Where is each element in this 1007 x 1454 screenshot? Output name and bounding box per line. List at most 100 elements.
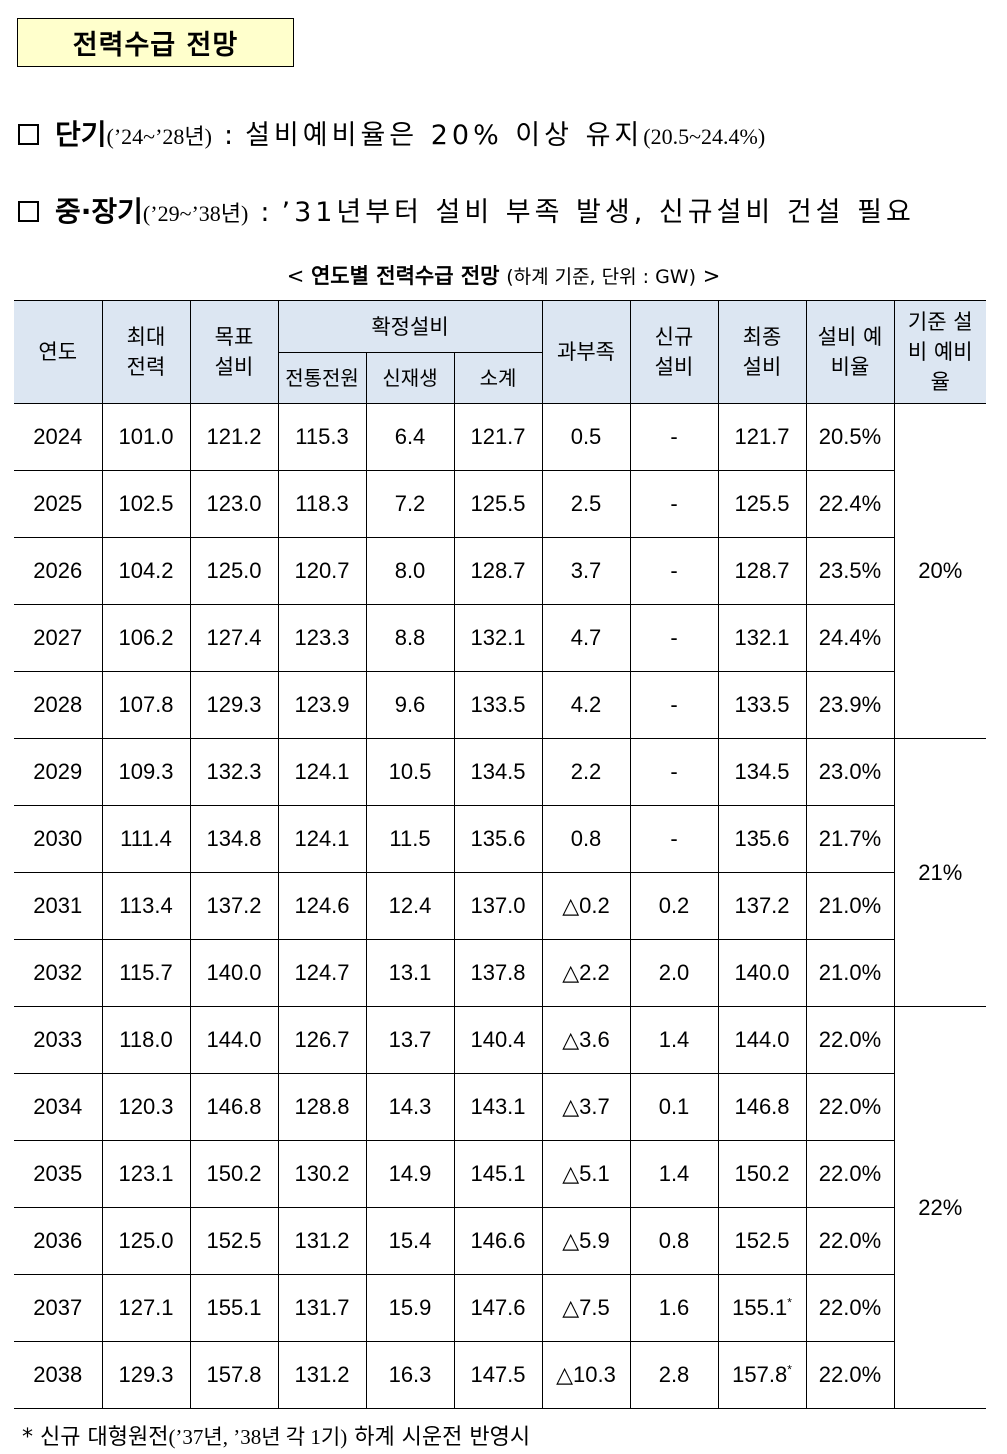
header-target-label: 목표 설비: [214, 325, 254, 379]
cell-reserve: 21.0%: [805, 872, 894, 940]
cell-target: 132.3: [189, 738, 279, 806]
cell-subtotal: 132.1: [453, 604, 543, 672]
cell-final-value: 121.7: [734, 424, 790, 449]
table-row: 2036 125.0 152.5 131.2 15.4 146.6 △5.9 0.8 152.5…: [14, 1207, 986, 1275]
cell-subtotal-value: 121.7: [470, 424, 526, 449]
cell-final-value: 128.7: [734, 558, 790, 583]
cell-year-value: 2035: [33, 1161, 83, 1186]
cell-year: 2025: [14, 470, 103, 538]
cell-renewable-value: 13.7: [388, 1027, 432, 1052]
cell-peak-value: 107.8: [118, 692, 174, 717]
cell-reserve-value: 22.4%: [818, 491, 882, 516]
cell-surplus: △10.3: [541, 1341, 631, 1409]
cell-renewable-value: 9.6: [394, 692, 426, 717]
cell-renewable: 7.2: [365, 470, 455, 538]
cell-final-value: 137.2: [734, 893, 790, 918]
cell-peak-value: 120.3: [118, 1094, 174, 1119]
cell-conventional-value: 124.1: [294, 826, 350, 851]
cell-surplus: △3.7: [541, 1073, 631, 1141]
cell-peak: 107.8: [101, 671, 191, 739]
cell-final: 121.7: [717, 403, 807, 471]
cell-reserve-value: 22.0%: [818, 1228, 882, 1253]
cell-year: 2029: [14, 738, 103, 806]
cell-subtotal-value: 145.1: [470, 1161, 526, 1186]
cell-standard-reserve: 20%: [893, 403, 986, 739]
cell-renewable: 10.5: [365, 738, 455, 806]
cell-year-value: 2026: [33, 558, 83, 583]
cell-new-value: -: [670, 826, 678, 851]
cell-conventional: 115.3: [277, 403, 367, 471]
cell-reserve: 23.5%: [805, 537, 894, 605]
cell-target-value: 146.8: [206, 1094, 262, 1119]
cell-year: 2024: [14, 403, 103, 471]
cell-final: 140.0: [717, 939, 807, 1007]
cell-peak-value: 125.0: [118, 1228, 174, 1253]
cell-peak: 129.3: [101, 1341, 191, 1409]
cell-subtotal: 147.5: [453, 1341, 543, 1409]
cell-peak-value: 127.1: [118, 1295, 174, 1320]
cell-new-value: 0.2: [658, 893, 690, 918]
footnote-text-b: (’37년, ’38년 각 1기): [168, 1425, 348, 1449]
cell-year: 2027: [14, 604, 103, 672]
cell-subtotal: 133.5: [453, 671, 543, 739]
cell-final: 132.1: [717, 604, 807, 672]
cell-peak: 109.3: [101, 738, 191, 806]
cell-conventional-value: 126.7: [294, 1027, 350, 1052]
cell-subtotal: 145.1: [453, 1140, 543, 1208]
cell-reserve-value: 22.0%: [818, 1295, 882, 1320]
header-new-label: 신규 설비: [654, 325, 694, 379]
caption-title: 연도별 전력수급 전망: [310, 264, 500, 288]
cell-subtotal-value: 135.6: [470, 826, 526, 851]
cell-new-value: 1.4: [658, 1027, 690, 1052]
cell-peak: 115.7: [101, 939, 191, 1007]
cell-new: 0.2: [629, 872, 719, 940]
footnote-text-a: 신규 대형원전: [40, 1425, 169, 1450]
cell-peak: 102.5: [101, 470, 191, 538]
cell-new: 0.1: [629, 1073, 719, 1141]
cell-subtotal: 134.5: [453, 738, 543, 806]
cell-reserve-value: 22.0%: [818, 1362, 882, 1387]
cell-conventional-value: 120.7: [294, 558, 350, 583]
cell-surplus-value: △3.7: [562, 1094, 610, 1119]
cell-new-value: -: [670, 625, 678, 650]
cell-conventional-value: 130.2: [294, 1161, 350, 1186]
bullet-mid-long-term: 중·장기 (’29~’38년) : ’31년부터 설비 부족 발생, 신규설비 건…: [18, 190, 915, 230]
cell-peak: 120.3: [101, 1073, 191, 1141]
cell-final-value: 135.6: [734, 826, 790, 851]
cell-peak-value: 115.7: [119, 960, 173, 985]
cell-reserve: 22.0%: [805, 1140, 894, 1208]
cell-final: 135.6: [717, 805, 807, 873]
cell-surplus-value: △5.1: [562, 1161, 610, 1186]
cell-new-value: 1.6: [658, 1295, 690, 1320]
cell-peak: 123.1: [101, 1140, 191, 1208]
cell-conventional: 124.1: [277, 738, 367, 806]
cell-conventional: 124.1: [277, 805, 367, 873]
bullet-period: (’24~’28년): [106, 124, 212, 149]
cell-final: 125.5: [717, 470, 807, 538]
table-row: 2031 113.4 137.2 124.6 12.4 137.0 △0.2 0.2 137.2…: [14, 872, 986, 940]
cell-peak-value: 129.3: [118, 1362, 174, 1387]
cell-surplus-value: 2.5: [570, 491, 602, 516]
checkbox-square-icon: [18, 124, 39, 145]
cell-target-value: 152.5: [206, 1228, 262, 1253]
cell-new: -: [629, 470, 719, 538]
cell-year-value: 2030: [33, 826, 83, 851]
cell-renewable-value: 7.2: [394, 491, 426, 516]
cell-year: 2032: [14, 939, 103, 1007]
cell-conventional-value: 118.3: [295, 491, 349, 516]
cell-renewable-value: 8.0: [394, 558, 426, 583]
cell-new: -: [629, 537, 719, 605]
cell-year-value: 2028: [33, 692, 83, 717]
cell-target-value: 137.2: [206, 893, 262, 918]
cell-target: 129.3: [189, 671, 279, 739]
cell-renewable: 15.9: [365, 1274, 455, 1342]
cell-year-value: 2024: [33, 424, 83, 449]
cell-renewable-value: 6.4: [394, 424, 426, 449]
cell-subtotal: 137.8: [453, 939, 543, 1007]
cell-renewable: 6.4: [365, 403, 455, 471]
cell-renewable-value: 13.1: [388, 960, 432, 985]
cell-peak-value: 102.5: [118, 491, 174, 516]
header-peak-label: 최대 전력: [126, 325, 166, 379]
table-row: 2032 115.7 140.0 124.7 13.1 137.8 △2.2 2.0 140.0…: [14, 939, 986, 1007]
cell-surplus-value: △10.3: [556, 1362, 616, 1387]
